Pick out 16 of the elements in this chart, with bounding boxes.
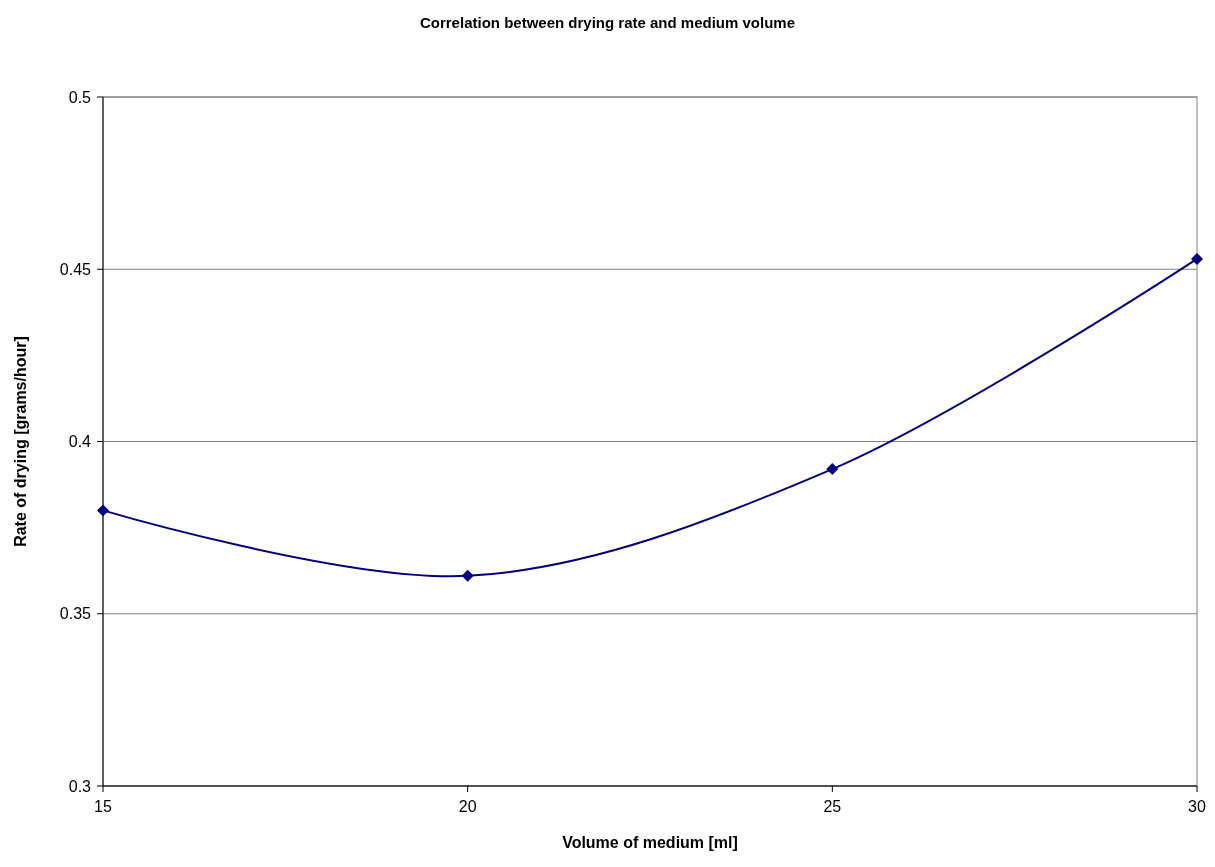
point	[826, 463, 839, 476]
chart-title: Correlation between drying rate and medium volume	[419, 14, 796, 31]
y-tick-label: 0.45	[59, 260, 92, 278]
y-tick-label: 0.5	[68, 88, 92, 106]
x-tick-label: 25	[823, 798, 842, 815]
x-axis-title: Volume of medium [ml]	[562, 834, 738, 851]
y-tick-label: 0.3	[68, 777, 92, 795]
x-tick-label: 15	[94, 798, 112, 815]
y-tick-label: 0.35	[59, 605, 92, 623]
x-tick-label: 20	[458, 798, 477, 815]
point	[97, 504, 109, 517]
x-tick-label: 30	[1188, 798, 1206, 815]
point	[461, 569, 474, 582]
y-tick-label: 0.4	[68, 433, 92, 451]
y-axis-title: Rate of drying [grams/hour]	[12, 336, 29, 547]
point	[1191, 252, 1203, 265]
